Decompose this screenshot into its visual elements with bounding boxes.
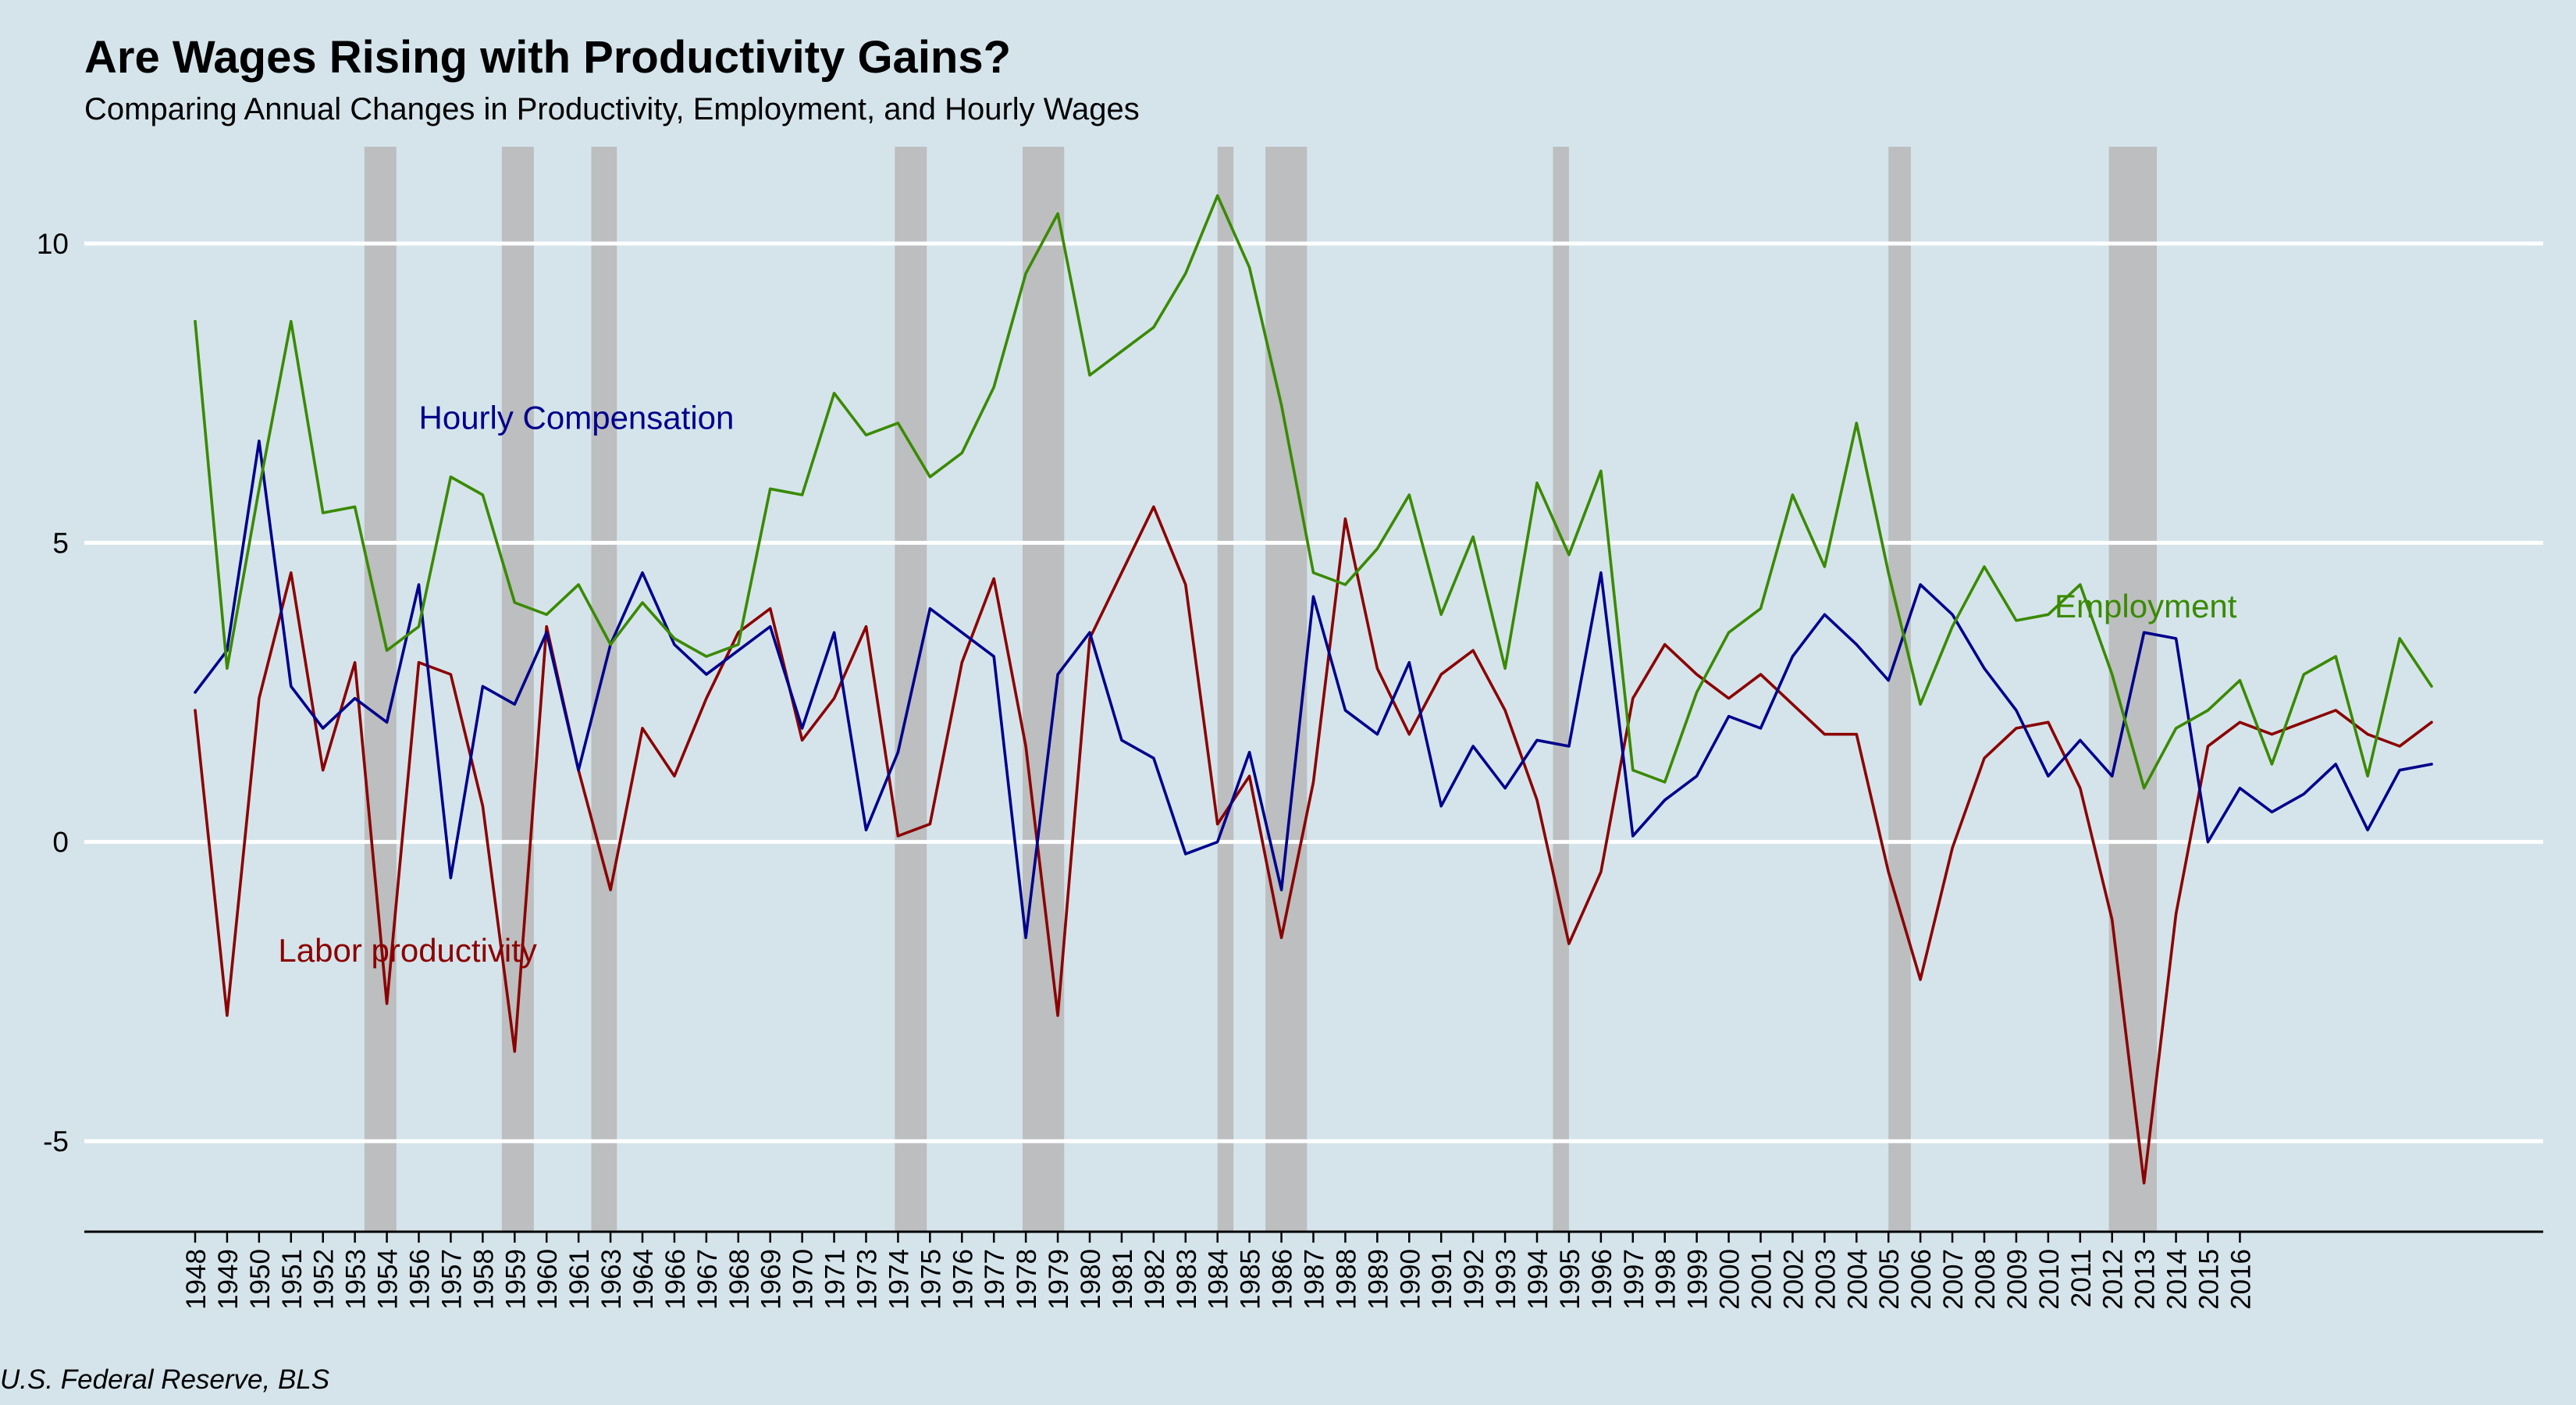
x-tick-label: 1966 (660, 1249, 691, 1310)
recession-band (1265, 147, 1308, 1232)
series-labels: Hourly Compensation Employment Labor produ… (278, 400, 2236, 969)
x-tick-label: 1997 (1619, 1249, 1649, 1310)
recession-band (1217, 147, 1234, 1232)
x-tick-label: 2014 (2162, 1249, 2193, 1310)
x-tick-label: 1974 (884, 1249, 914, 1310)
y-tick-label: 0 (52, 827, 69, 859)
recession-band (364, 147, 397, 1232)
x-tick-label: 1998 (1651, 1249, 1681, 1310)
series-lines (194, 194, 2433, 1185)
source-caption: U.S. Federal Reserve, BLS (0, 1364, 330, 1395)
recession-band (591, 147, 617, 1232)
recession-bands (364, 147, 2158, 1232)
x-tick-label: 2008 (1970, 1249, 2001, 1310)
x-tick-label: 1981 (1108, 1249, 1138, 1310)
x-tick-label: 1968 (724, 1249, 755, 1310)
x-tick-label: 1989 (1363, 1249, 1393, 1310)
series-label: Employment (2055, 588, 2237, 624)
x-tick-label: 1950 (245, 1249, 276, 1310)
x-tick-label: 2001 (1747, 1249, 1777, 1310)
x-tick-label: 1975 (916, 1249, 946, 1310)
x-tick-label: 1996 (1587, 1249, 1617, 1310)
series-line-hourly-compensation (194, 439, 2433, 940)
recession-band (1553, 147, 1569, 1232)
x-tick-label: 1970 (788, 1249, 819, 1310)
x-tick-label: 1991 (1427, 1249, 1457, 1310)
recession-band (1888, 147, 1911, 1232)
x-tick-label: 1992 (1459, 1249, 1489, 1310)
chart-subtitle: Comparing Annual Changes in Productivity… (84, 92, 1140, 126)
x-tick-label: 1987 (1300, 1249, 1330, 1310)
x-tick-label: 1999 (1683, 1249, 1713, 1310)
x-tick-label: 1957 (436, 1249, 467, 1310)
x-tick-label: 1984 (1204, 1249, 1234, 1310)
gridlines (84, 241, 2543, 1144)
x-tick-label: 2012 (2098, 1249, 2129, 1310)
x-tick-label: 1982 (1140, 1249, 1170, 1310)
x-tick-label: 1980 (1076, 1249, 1106, 1310)
x-tick-label: 1988 (1331, 1249, 1361, 1310)
x-tick-label: 2004 (1842, 1249, 1873, 1310)
x-tick-label: 1949 (213, 1249, 244, 1310)
x-tick-label: 2005 (1874, 1249, 1905, 1310)
y-axis-ticks: -5 0 5 10 (37, 228, 69, 1158)
x-tick-label: 1990 (1395, 1249, 1425, 1310)
x-tick-label: 1986 (1268, 1249, 1298, 1310)
x-tick-label: 1976 (948, 1249, 978, 1310)
x-tick-label: 1993 (1491, 1249, 1521, 1310)
x-tick-label: 1959 (500, 1249, 531, 1310)
x-tick-label: 1969 (756, 1249, 787, 1310)
x-tick-label: 1964 (628, 1249, 659, 1310)
x-tick-label: 1956 (405, 1249, 436, 1310)
x-tick-label: 1963 (596, 1249, 627, 1310)
x-tick-label: 1995 (1555, 1249, 1585, 1310)
x-tick-label: 1952 (309, 1249, 340, 1310)
recession-band (501, 147, 534, 1232)
x-tick-label: 2010 (2034, 1249, 2065, 1310)
x-tick-label: 1973 (852, 1249, 883, 1310)
x-tick-label: 1951 (277, 1249, 308, 1310)
y-tick-label: -5 (43, 1126, 69, 1158)
x-axis: 1948 1949 1950 1951 1952 1953 1954 1956 1957 1958… (84, 1230, 2543, 1310)
x-tick-label: 1985 (1236, 1249, 1266, 1310)
x-tick-label: 1953 (341, 1249, 372, 1310)
x-tick-label: 2007 (1938, 1249, 1969, 1310)
x-tick-label: 1971 (820, 1249, 851, 1310)
x-tick-label: 1960 (532, 1249, 563, 1310)
y-tick-label: 10 (37, 228, 69, 260)
recession-band (1023, 147, 1065, 1232)
x-tick-label: 2016 (2226, 1249, 2256, 1310)
y-tick-label: 5 (52, 527, 69, 559)
x-tick-label: 2013 (2130, 1249, 2161, 1310)
x-tick-label: 2006 (1906, 1249, 1937, 1310)
x-tick-label: 1961 (564, 1249, 595, 1310)
x-tick-label: 2015 (2194, 1249, 2225, 1310)
x-tick-label: 1994 (1523, 1249, 1553, 1310)
x-tick-label: 1967 (692, 1249, 723, 1310)
x-tick-label: 1979 (1044, 1249, 1074, 1310)
series-label: Labor productivity (278, 932, 537, 969)
x-tick-label: 2002 (1778, 1249, 1809, 1310)
x-tick-label: 2000 (1715, 1249, 1745, 1310)
x-tick-label: 1978 (1012, 1249, 1042, 1310)
x-tick-label: 1983 (1172, 1249, 1202, 1310)
x-tick-label: 2009 (2002, 1249, 2033, 1310)
x-tick-label: 2003 (1810, 1249, 1841, 1310)
x-tick-label: 2011 (2066, 1249, 2097, 1307)
x-tick-label: 1954 (373, 1249, 404, 1310)
x-tick-label: 1948 (181, 1249, 212, 1310)
x-tick-label: 1958 (468, 1249, 499, 1310)
series-label: Hourly Compensation (419, 400, 735, 436)
x-tick-label: 1977 (980, 1249, 1010, 1310)
chart-title: Are Wages Rising with Productivity Gains… (84, 32, 1012, 83)
series-line-employment (194, 194, 2433, 790)
